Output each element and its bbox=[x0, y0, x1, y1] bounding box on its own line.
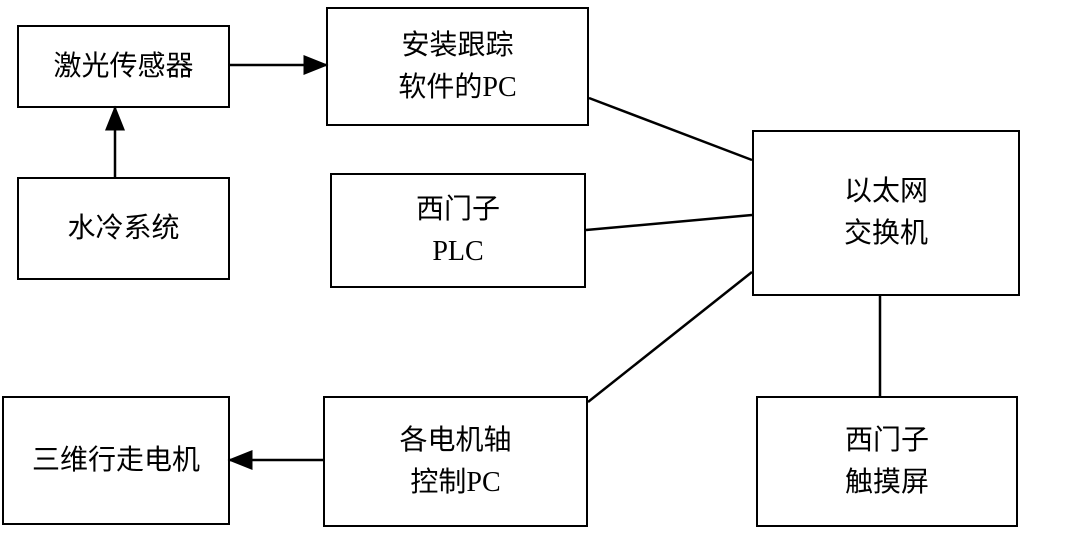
node-label: 水冷系统 bbox=[67, 208, 179, 250]
node-label: 三维行走电机 bbox=[32, 440, 200, 482]
node-label-line1: 西门子 bbox=[416, 189, 500, 231]
edge-motorpc-to-switch bbox=[588, 272, 752, 402]
node-motor-control-pc: 各电机轴 控制PC bbox=[323, 396, 588, 527]
node-label: 激光传感器 bbox=[53, 46, 193, 88]
node-label-line2: 交换机 bbox=[844, 213, 928, 255]
node-label-line2: 触摸屏 bbox=[845, 462, 929, 504]
node-label-line1: 各电机轴 bbox=[399, 420, 511, 462]
node-three-axis-motor: 三维行走电机 bbox=[2, 396, 230, 525]
edge-tracking-to-switch bbox=[589, 98, 752, 160]
node-siemens-touchscreen: 西门子 触摸屏 bbox=[756, 396, 1018, 527]
node-label-line2: PLC bbox=[432, 231, 483, 273]
node-label-line2: 软件的PC bbox=[398, 67, 516, 109]
node-ethernet-switch: 以太网 交换机 bbox=[752, 130, 1020, 296]
node-siemens-plc: 西门子 PLC bbox=[330, 173, 586, 288]
node-tracking-pc: 安装跟踪 软件的PC bbox=[326, 7, 589, 126]
node-water-cooling: 水冷系统 bbox=[17, 177, 230, 280]
node-laser-sensor: 激光传感器 bbox=[17, 25, 230, 108]
node-label-line2: 控制PC bbox=[410, 462, 500, 504]
node-label-line1: 安装跟踪 bbox=[401, 25, 513, 67]
edge-plc-to-switch bbox=[586, 215, 752, 230]
node-label-line1: 以太网 bbox=[844, 171, 928, 213]
node-label-line1: 西门子 bbox=[845, 420, 929, 462]
